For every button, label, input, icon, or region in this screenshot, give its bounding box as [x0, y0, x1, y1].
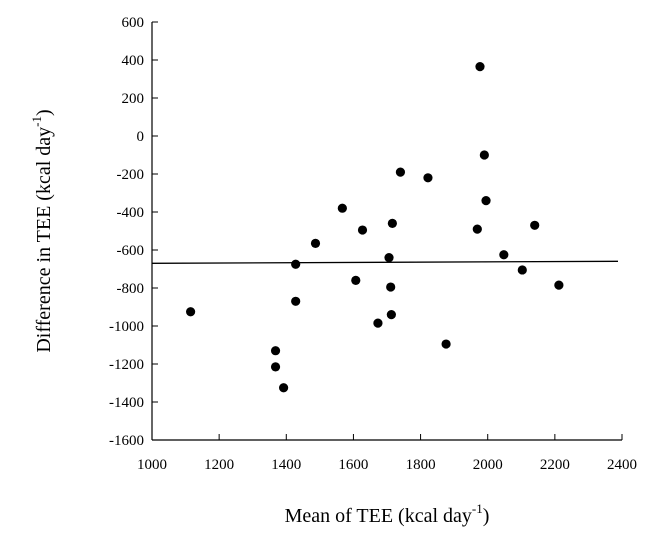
x-axis-title: Mean of TEE (kcal day-1) [285, 501, 490, 527]
data-point [373, 318, 383, 328]
data-point [530, 220, 540, 230]
data-point [386, 310, 396, 320]
x-tick-label: 2200 [540, 457, 570, 473]
y-axis-title: Difference in TEE (kcal day-1) [29, 109, 55, 352]
y-tick-label: -400 [117, 205, 145, 221]
data-points [186, 62, 564, 393]
x-axis-ticks: 1000 1200 1400 1600 1800 2000 2200 2400 [137, 434, 637, 473]
y-axis-title-sup: -1 [29, 116, 44, 127]
y-tick-label: 0 [137, 129, 145, 145]
data-point [291, 296, 301, 306]
y-tick-label: 400 [122, 53, 145, 69]
x-tick-label: 1200 [204, 457, 234, 473]
data-point [186, 307, 196, 317]
data-point [517, 265, 527, 275]
data-point [310, 238, 321, 248]
y-tick-label: -1400 [109, 395, 144, 411]
x-axis-title-sup: -1 [472, 501, 483, 516]
data-point [475, 62, 485, 72]
y-tick-label: -200 [117, 167, 145, 183]
data-point [481, 196, 491, 206]
data-point [499, 250, 509, 260]
y-axis-ticks: 600 400 200 0 -200 -400 -600 -800 -1000 -1200 -140… [109, 15, 158, 449]
x-axis-title-end: ) [483, 505, 490, 527]
y-tick-label: -1000 [109, 319, 144, 335]
y-tick-label: 200 [122, 91, 145, 107]
data-point [337, 203, 347, 213]
x-tick-label: 1600 [338, 457, 368, 473]
data-point [554, 280, 564, 290]
data-point [387, 218, 397, 228]
data-point [279, 383, 289, 393]
y-tick-label: -800 [117, 281, 145, 297]
y-axis-title-main: Difference in TEE (kcal day [33, 127, 55, 353]
data-point [423, 173, 433, 183]
y-tick-label: -1200 [109, 357, 144, 373]
mean-difference-line [151, 260, 619, 264]
data-point [384, 253, 394, 263]
y-tick-label: -1600 [109, 433, 144, 449]
data-point [441, 339, 451, 349]
x-tick-label: 2400 [607, 457, 637, 473]
data-point [386, 282, 396, 292]
data-point [291, 259, 301, 269]
y-axis-title-end: ) [33, 109, 55, 116]
y-tick-label: -600 [117, 243, 145, 259]
y-tick-label: 600 [122, 15, 145, 31]
data-point [270, 362, 281, 372]
data-point [472, 224, 482, 234]
x-tick-label: 1800 [406, 457, 436, 473]
data-point [395, 167, 406, 177]
data-point [351, 275, 361, 285]
data-point [479, 150, 489, 160]
data-point [357, 225, 368, 235]
x-axis-title-main: Mean of TEE (kcal day [285, 505, 472, 527]
x-tick-label: 1000 [137, 457, 167, 473]
x-tick-label: 1400 [271, 457, 301, 473]
x-tick-label: 2000 [473, 457, 503, 473]
data-point [270, 346, 281, 356]
